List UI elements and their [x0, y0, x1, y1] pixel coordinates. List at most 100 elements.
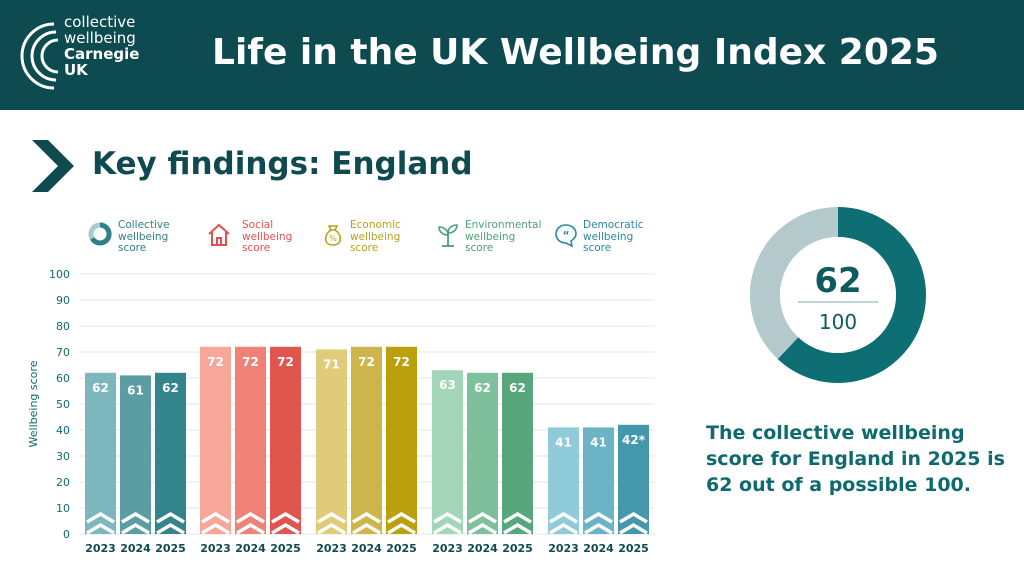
x-tick-label: 2024 — [235, 542, 266, 555]
bar-chevron-mark — [201, 522, 230, 535]
y-tick-label: 80 — [56, 320, 70, 333]
house-icon — [208, 223, 230, 246]
bar — [235, 346, 266, 534]
bar-chevron-mark — [468, 511, 497, 524]
donut-chart: 62 100 — [750, 207, 926, 383]
bar-chevron-mark — [86, 511, 115, 524]
legend-line: Environmental — [465, 219, 542, 231]
bar-chart: 0 10 20 30 40 50 60 70 80 90 100 Wellbeing score 62 2… — [27, 268, 655, 555]
bar — [85, 372, 116, 534]
bar-value-label: 71 — [323, 357, 340, 371]
x-tick-label: 2023 — [432, 542, 463, 555]
y-tick-label: 40 — [56, 424, 70, 437]
svg-text:%: % — [329, 234, 337, 243]
bar-value-label: 62 — [92, 381, 109, 395]
bar-chevron-mark — [468, 522, 497, 535]
bar-value-label: 42* — [622, 433, 646, 447]
x-tick-label: 2024 — [120, 542, 151, 555]
x-tick-label: 2025 — [502, 542, 533, 555]
bar — [467, 372, 498, 534]
x-tick-label: 2023 — [85, 542, 116, 555]
bar-value-label: 62 — [509, 381, 526, 395]
bar — [386, 346, 417, 534]
y-tick-label: 50 — [56, 398, 70, 411]
bar-chevron-mark — [584, 522, 613, 535]
bar-chevron-mark — [317, 511, 346, 524]
summary-text: The collective wellbeing score for Engla… — [706, 422, 1005, 496]
bar-chevron-mark — [236, 511, 265, 524]
legend-line: Social — [242, 219, 274, 231]
x-tick-label: 2023 — [548, 542, 579, 555]
money-bag-icon: % — [324, 225, 342, 246]
bar — [432, 370, 463, 534]
bar — [155, 372, 186, 534]
legend-line: score — [242, 242, 271, 254]
bar-chevron-mark — [352, 522, 381, 535]
bar-chevron-mark — [121, 522, 150, 535]
x-tick-label: 2023 — [316, 542, 347, 555]
y-axis-label: Wellbeing score — [27, 360, 40, 447]
bar-chevron-mark — [584, 511, 613, 524]
bar-chevron-mark — [433, 511, 462, 524]
y-tick-label: 90 — [56, 294, 70, 307]
x-tick-label: 2025 — [618, 542, 649, 555]
bar-chevron-mark — [156, 511, 185, 524]
y-tick-label: 60 — [56, 372, 70, 385]
y-tick-label: 100 — [49, 268, 70, 281]
donut-value: 62 — [814, 261, 861, 301]
legend-line: wellbeing — [583, 230, 634, 243]
bar-value-label: 72 — [207, 355, 224, 369]
legend-line: Democratic — [583, 219, 644, 231]
legend-line: wellbeing — [350, 230, 401, 243]
legend-line: score — [118, 242, 147, 254]
x-tick-label: 2025 — [386, 542, 417, 555]
bar-value-label: 72 — [393, 355, 410, 369]
bar-chevron-mark — [236, 522, 265, 535]
legend-line: wellbeing — [242, 230, 293, 243]
bar-chevron-mark — [549, 522, 578, 535]
bar-chevron-mark — [387, 511, 416, 524]
donut-icon — [88, 222, 112, 246]
logo-line-4: UK — [64, 61, 88, 79]
bar-value-label: 41 — [555, 435, 572, 449]
x-tick-label: 2024 — [351, 542, 382, 555]
svg-text:“: “ — [562, 229, 569, 242]
x-tick-label: 2024 — [467, 542, 498, 555]
legend-label-environmental: Environmental wellbeing score — [465, 219, 565, 255]
logo-text: collective wellbeing Carnegie UK — [64, 14, 139, 78]
bar-chevron-mark — [352, 511, 381, 524]
bar-chevron-mark — [387, 522, 416, 535]
bar — [548, 427, 579, 534]
legend-line: score — [350, 242, 379, 254]
donut-value-arc — [777, 207, 926, 383]
legend-label-collective: Collective wellbeing score — [118, 219, 218, 255]
x-tick-label: 2023 — [200, 542, 231, 555]
bar — [316, 349, 347, 534]
section-title: Key findings: England — [92, 146, 473, 182]
y-tick-label: 70 — [56, 346, 70, 359]
bar-value-label: 62 — [162, 381, 179, 395]
bar — [583, 427, 614, 534]
bar-chevron-mark — [503, 511, 532, 524]
logo-line-3: Carnegie — [64, 45, 140, 63]
bar-chevron-mark — [619, 511, 648, 524]
bar-value-label: 72 — [242, 355, 259, 369]
bar — [502, 372, 533, 534]
y-tick-label: 30 — [56, 450, 70, 463]
legend-line: wellbeing — [118, 230, 169, 243]
x-tick-label: 2025 — [270, 542, 301, 555]
y-tick-label: 10 — [56, 502, 70, 515]
bar-chevron-mark — [619, 522, 648, 535]
bar — [351, 346, 382, 534]
bar-value-label: 72 — [277, 355, 294, 369]
bar-value-label: 62 — [474, 381, 491, 395]
bar-chevron-mark — [156, 522, 185, 535]
donut-total: 100 — [819, 310, 857, 334]
bar-chevron-mark — [433, 522, 462, 535]
legend-line: Economic — [350, 219, 401, 231]
bar-value-label: 72 — [358, 355, 375, 369]
legend-label-democratic: Democratic wellbeing score — [583, 219, 683, 255]
legend-line: wellbeing — [465, 230, 516, 243]
bar — [270, 346, 301, 534]
bar-chevron-mark — [201, 511, 230, 524]
